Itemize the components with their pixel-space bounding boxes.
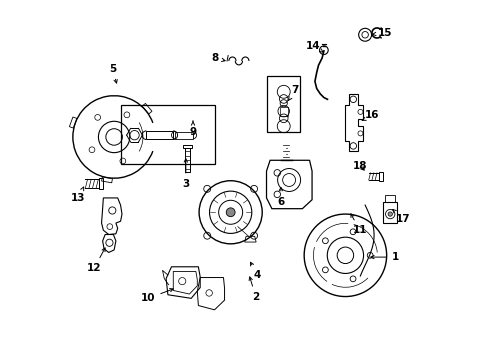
Bar (147, 131, 173, 139)
Bar (183, 145, 192, 148)
Bar (122, 105, 215, 164)
Text: 13: 13 (71, 187, 85, 203)
Bar (99, 178, 103, 189)
Text: 2: 2 (249, 277, 259, 302)
Circle shape (388, 212, 392, 216)
Bar (379, 172, 383, 181)
Bar (383, 202, 397, 223)
Text: 15: 15 (372, 28, 392, 38)
Text: 10: 10 (141, 289, 173, 303)
Text: 9: 9 (190, 121, 196, 136)
Text: 17: 17 (392, 210, 410, 224)
Text: 1: 1 (371, 252, 399, 262)
Text: 18: 18 (352, 161, 367, 171)
Text: 12: 12 (87, 248, 105, 273)
Text: 14: 14 (306, 41, 323, 52)
Bar (267, 76, 300, 132)
Text: 8: 8 (211, 53, 225, 63)
Text: 4: 4 (250, 262, 261, 280)
Text: 5: 5 (109, 64, 117, 83)
Text: 6: 6 (277, 188, 285, 207)
Circle shape (226, 208, 235, 217)
Text: 3: 3 (182, 159, 190, 189)
Bar (280, 107, 288, 116)
Text: 11: 11 (351, 214, 367, 235)
Text: 7: 7 (289, 85, 299, 100)
Bar (385, 195, 395, 202)
Text: 16: 16 (362, 111, 380, 121)
Bar (175, 132, 193, 139)
